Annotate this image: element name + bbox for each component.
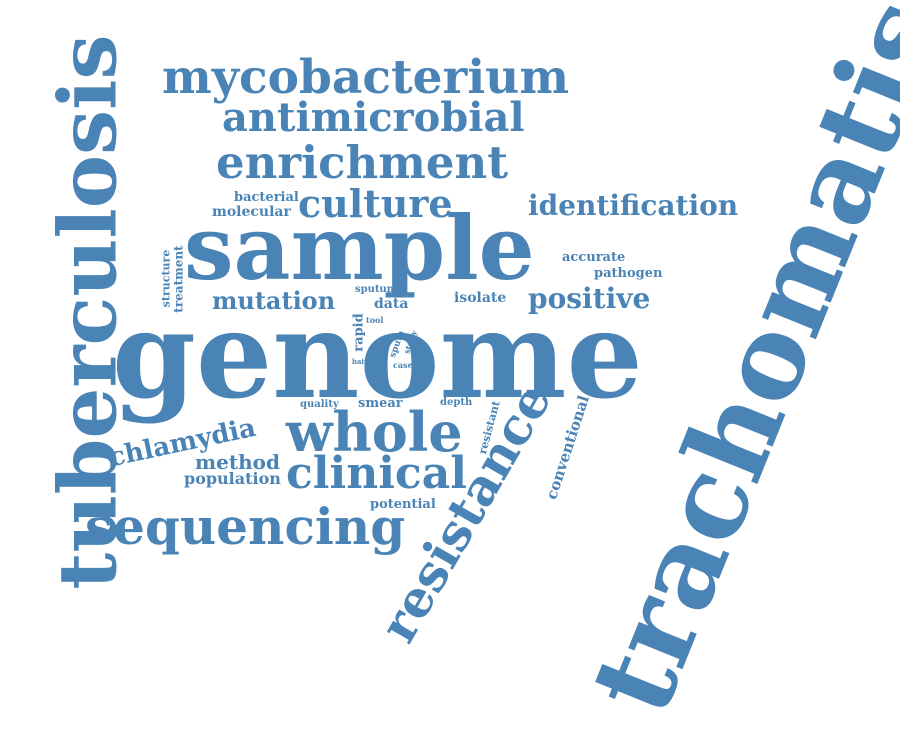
word-rapid: rapid bbox=[351, 313, 367, 352]
word-accurate: accurate bbox=[562, 250, 626, 265]
word-data: data bbox=[374, 296, 409, 312]
word-depth: depth bbox=[440, 397, 473, 408]
word-enrichment: enrichment bbox=[216, 136, 509, 189]
word-mutation: mutation bbox=[212, 286, 336, 315]
word-population: population bbox=[184, 469, 281, 488]
word-genome: genome bbox=[112, 285, 643, 426]
word-molecular: molecular bbox=[212, 204, 291, 220]
word-structure: structure bbox=[159, 249, 173, 308]
word-smear: smear bbox=[358, 396, 403, 411]
word-isolate: isolate bbox=[454, 290, 507, 306]
word-sample: sample bbox=[184, 196, 535, 300]
word-antimicrobial: antimicrobial bbox=[222, 94, 525, 141]
word-treatment: treatment bbox=[171, 245, 186, 313]
word-bait: bait bbox=[352, 357, 368, 366]
word-culture: culture bbox=[298, 181, 453, 226]
word-potential: potential bbox=[370, 497, 436, 512]
word-clinical: clinical bbox=[286, 448, 467, 499]
word-mycobacterium: mycobacterium bbox=[162, 50, 570, 105]
word-cloud: trachomatis tuberculosis resistance geno… bbox=[41, 0, 900, 731]
word-pathogen: pathogen bbox=[594, 266, 663, 281]
word-bacterial: bacterial bbox=[234, 190, 299, 205]
word-quality: quality bbox=[300, 399, 339, 410]
word-method: method bbox=[195, 450, 280, 474]
word-positive: positive bbox=[528, 282, 651, 315]
word-case: case bbox=[393, 360, 413, 370]
word-tool: tool bbox=[366, 315, 384, 325]
word-whole: whole bbox=[286, 400, 463, 464]
word-sequencing: sequencing bbox=[85, 497, 406, 556]
word-identification: identification bbox=[528, 189, 739, 222]
word-sputum: sputum bbox=[355, 284, 398, 295]
